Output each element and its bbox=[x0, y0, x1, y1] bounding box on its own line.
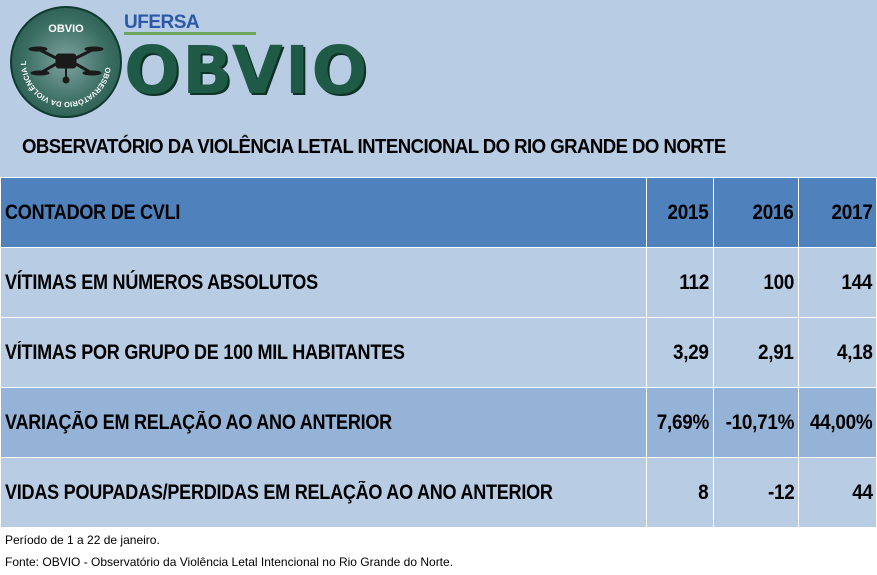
value-2016: 2,91 bbox=[712, 317, 800, 388]
row-label: VÍTIMAS EM NÚMEROS ABSOLUTOS bbox=[0, 247, 647, 318]
value-2015: 7,69% bbox=[645, 387, 714, 458]
obvio-logo-text: OBVIO bbox=[124, 32, 370, 109]
value-2016: -12 bbox=[712, 457, 800, 528]
header-cell-2015: 2015 bbox=[645, 177, 714, 248]
period-footnote: Período de 1 a 22 de janeiro. bbox=[5, 533, 160, 547]
obvio-emblem-logo: OBSERVATÓRIO DA VIOLÊNCIA LETAL INTENCIO… bbox=[10, 6, 122, 118]
value-2016: -10,71% bbox=[712, 387, 800, 458]
page-title: OBSERVATÓRIO DA VIOLÊNCIA LETAL INTENCIO… bbox=[22, 136, 726, 158]
ufersa-logo-text: UFERSA bbox=[124, 12, 200, 33]
header-panel: OBSERVATÓRIO DA VIOLÊNCIA LETAL INTENCIO… bbox=[0, 0, 877, 177]
row-label: VARIAÇÃO EM RELAÇÃO AO ANO ANTERIOR bbox=[0, 387, 647, 458]
ufersa-underline bbox=[124, 32, 256, 35]
value-2017: 44,00% bbox=[797, 387, 877, 458]
row-label: VÍTIMAS POR GRUPO DE 100 MIL HABITANTES bbox=[0, 317, 647, 388]
source-footnote: Fonte: OBVIO - Observatório da Violência… bbox=[5, 555, 454, 569]
header-cell-label: CONTADOR DE CVLI bbox=[0, 177, 647, 248]
value-2017: 4,18 bbox=[797, 317, 877, 388]
row-label: VIDAS POUPADAS/PERDIDAS EM RELAÇÃO AO AN… bbox=[0, 457, 647, 528]
table-row: VÍTIMAS POR GRUPO DE 100 MIL HABITANTES … bbox=[0, 317, 877, 388]
svg-text:OBVIO: OBVIO bbox=[48, 23, 84, 35]
cvli-counter-table: CONTADOR DE CVLI 2015 2016 2017 VÍTIMAS … bbox=[0, 177, 877, 528]
header-cell-2016: 2016 bbox=[712, 177, 800, 248]
value-2017: 44 bbox=[797, 457, 877, 528]
table-row: VIDAS POUPADAS/PERDIDAS EM RELAÇÃO AO AN… bbox=[0, 457, 877, 528]
value-2015: 3,29 bbox=[645, 317, 714, 388]
value-2017: 144 bbox=[797, 247, 877, 318]
value-2015: 8 bbox=[645, 457, 714, 528]
table-row: VÍTIMAS EM NÚMEROS ABSOLUTOS 112 100 144 bbox=[0, 247, 877, 318]
table-header-row: CONTADOR DE CVLI 2015 2016 2017 bbox=[0, 177, 877, 248]
drone-icon: OBSERVATÓRIO DA VIOLÊNCIA LETAL INTENCIO… bbox=[12, 8, 113, 109]
value-2015: 112 bbox=[645, 247, 714, 318]
value-2016: 100 bbox=[712, 247, 800, 318]
header-cell-2017: 2017 bbox=[797, 177, 877, 248]
table-row: VARIAÇÃO EM RELAÇÃO AO ANO ANTERIOR 7,69… bbox=[0, 387, 877, 458]
